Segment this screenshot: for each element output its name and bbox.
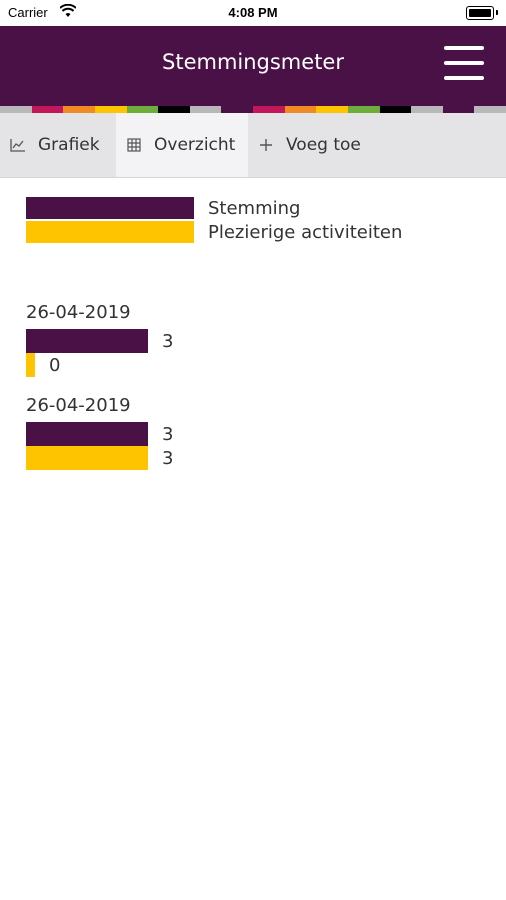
- page-title: Stemmingsmeter: [162, 50, 344, 74]
- tab-grafiek-label: Grafiek: [38, 135, 100, 155]
- stripe-segment: [31, 106, 64, 113]
- app-header: Stemmingsmeter: [0, 26, 506, 106]
- bar-stemming: [26, 329, 148, 353]
- tab-grafiek[interactable]: Grafiek: [0, 113, 116, 177]
- battery-icon: [466, 6, 494, 20]
- status-bar: Carrier 4:08 PM: [0, 0, 506, 26]
- bar-activiteiten: [26, 353, 35, 377]
- stripe-segment: [316, 106, 348, 113]
- bar-row: 0: [26, 353, 480, 377]
- bar-value: 0: [49, 354, 61, 376]
- day-entry: 26-04-2019 3 0: [26, 302, 480, 377]
- stripe-segment: [63, 106, 95, 113]
- overview-content: Stemming Plezierige activiteiten 26-04-2…: [0, 178, 506, 470]
- hamburger-icon: [444, 46, 484, 50]
- stripe-segment: [94, 106, 127, 113]
- bar-value: 3: [162, 330, 174, 352]
- color-stripe: [0, 106, 506, 113]
- chart-icon: [8, 135, 28, 155]
- bar-activiteiten: [26, 446, 148, 470]
- stripe-segment: [0, 106, 32, 113]
- day-entry: 26-04-2019 3 3: [26, 395, 480, 470]
- bar-row: 3: [26, 422, 480, 446]
- plus-icon: [256, 135, 276, 155]
- legend-item: Plezierige activiteiten: [26, 220, 480, 244]
- wifi-icon: [59, 3, 77, 21]
- legend-swatch-stemming: [26, 197, 194, 219]
- legend-label: Stemming: [208, 197, 301, 219]
- stripe-segment: [284, 106, 317, 113]
- clock: 4:08 PM: [228, 5, 278, 20]
- tab-overzicht[interactable]: Overzicht: [116, 113, 248, 177]
- bar-value: 3: [162, 423, 174, 445]
- stripe-segment: [347, 106, 380, 113]
- grid-icon: [124, 135, 144, 155]
- bar-row: 3: [26, 329, 480, 353]
- stripe-segment: [474, 106, 506, 113]
- stripe-segment: [189, 106, 222, 113]
- stripe-segment: [158, 106, 190, 113]
- stripe-segment: [221, 106, 253, 113]
- stripe-segment: [411, 106, 443, 113]
- entry-date: 26-04-2019: [26, 302, 131, 323]
- carrier-label: Carrier: [8, 5, 48, 20]
- stripe-segment: [379, 106, 412, 113]
- legend-swatch-activiteiten: [26, 221, 194, 243]
- bar-value: 3: [162, 447, 174, 469]
- tab-voeg-toe[interactable]: Voeg toe: [248, 113, 388, 177]
- tab-bar: Grafiek Overzicht Voeg toe: [0, 113, 506, 178]
- legend-label: Plezierige activiteiten: [208, 221, 403, 243]
- bar-row: 3: [26, 446, 480, 470]
- entry-date: 26-04-2019: [26, 395, 131, 416]
- menu-button[interactable]: [444, 46, 484, 84]
- stripe-segment: [253, 106, 285, 113]
- stripe-segment: [126, 106, 159, 113]
- tab-voeg-toe-label: Voeg toe: [286, 135, 361, 155]
- tab-overzicht-label: Overzicht: [154, 135, 236, 155]
- bar-stemming: [26, 422, 148, 446]
- legend-item: Stemming: [26, 196, 480, 220]
- stripe-segment: [442, 106, 475, 113]
